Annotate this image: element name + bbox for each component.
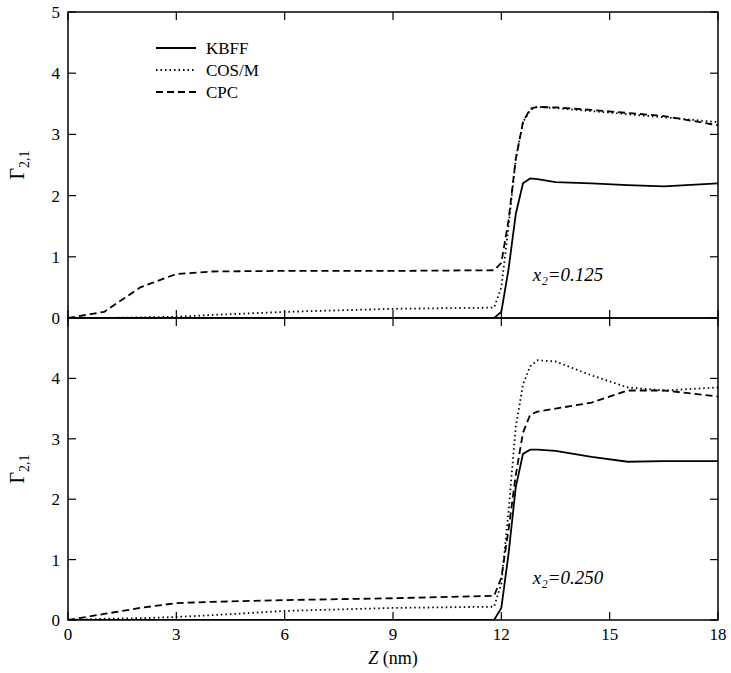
- annotation: x₂=0.250: [532, 567, 604, 588]
- y-axis-title-sub: 2,1: [17, 150, 32, 168]
- legend-label: COS/M: [206, 61, 259, 80]
- y-tick-label: 2: [52, 187, 61, 206]
- x-tick: [392, 318, 393, 326]
- y-tick-label: 3: [52, 125, 61, 144]
- y-tick-label: 1: [52, 248, 61, 267]
- y-tick: [68, 559, 76, 560]
- y-axis-title-main: Γ: [6, 168, 28, 180]
- series-line: [68, 107, 718, 318]
- y-tick: [68, 438, 76, 439]
- y-tick: [710, 499, 718, 500]
- y-tick: [710, 378, 718, 379]
- y-tick: [710, 438, 718, 439]
- y-tick: [710, 73, 718, 74]
- x-tick: [609, 612, 610, 620]
- series-line: [68, 107, 718, 318]
- x-tick: [392, 612, 393, 620]
- x-tick-label: 9: [389, 625, 398, 644]
- figure: 012345Γ2,1x₂=0.125KBFFCOS/MCPC0123403691…: [0, 0, 731, 673]
- x-axis-title-rest: (nm): [378, 648, 418, 669]
- series-line: [68, 450, 718, 620]
- x-tick: [609, 12, 610, 20]
- x-tick: [284, 12, 285, 20]
- frame: [68, 318, 718, 620]
- plot-lines: [68, 360, 718, 620]
- x-tick-label: 15: [601, 625, 618, 644]
- y-axis-title: Γ2,1: [6, 454, 32, 483]
- y-axis-title-sub: 2,1: [17, 454, 32, 472]
- x-tick: [501, 12, 502, 20]
- y-tick: [710, 559, 718, 560]
- x-tick: [176, 12, 177, 20]
- y-tick-label: 3: [52, 430, 61, 449]
- x-axis-title: Z (nm): [368, 648, 418, 669]
- x-tick: [284, 612, 285, 620]
- series-line: [68, 360, 718, 620]
- x-tick-label: 3: [172, 625, 181, 644]
- x-tick-label: 0: [64, 625, 73, 644]
- y-tick: [68, 256, 76, 257]
- y-axis-title-main: Γ: [6, 472, 28, 484]
- legend-label: KBFF: [206, 39, 249, 58]
- legend-swatch: [156, 91, 196, 93]
- y-tick: [68, 499, 76, 500]
- y-tick: [68, 195, 76, 196]
- y-tick: [710, 256, 718, 257]
- frame: [68, 12, 718, 318]
- y-tick-label: 4: [52, 64, 61, 83]
- x-tick: [392, 310, 393, 318]
- y-tick-label: 2: [52, 490, 61, 509]
- x-tick: [176, 612, 177, 620]
- x-tick-label: 18: [710, 625, 727, 644]
- x-tick: [176, 318, 177, 326]
- annotation: x₂=0.125: [532, 264, 604, 285]
- y-axis-title: Γ2,1: [6, 150, 32, 179]
- y-tick-label: 4: [52, 369, 61, 388]
- x-tick-label: 6: [280, 625, 289, 644]
- y-tick: [68, 134, 76, 135]
- legend-swatch: [156, 47, 196, 49]
- y-tick: [710, 134, 718, 135]
- x-tick: [609, 318, 610, 326]
- series-line: [68, 178, 718, 318]
- legend-label: CPC: [206, 83, 238, 102]
- x-tick: [284, 318, 285, 326]
- x-tick: [392, 12, 393, 20]
- x-tick-label: 12: [493, 625, 510, 644]
- x-tick: [501, 318, 502, 326]
- y-tick: [68, 378, 76, 379]
- legend-swatch: [156, 69, 196, 71]
- y-tick-label: 0: [52, 309, 61, 328]
- y-tick: [710, 195, 718, 196]
- y-tick-label: 1: [52, 551, 61, 570]
- y-tick-label: 5: [52, 3, 61, 22]
- plot-lines: [68, 107, 718, 318]
- x-tick: [501, 612, 502, 620]
- series-line: [68, 390, 718, 620]
- x-tick: [609, 310, 610, 318]
- y-tick: [68, 73, 76, 74]
- y-tick-label: 0: [52, 611, 61, 630]
